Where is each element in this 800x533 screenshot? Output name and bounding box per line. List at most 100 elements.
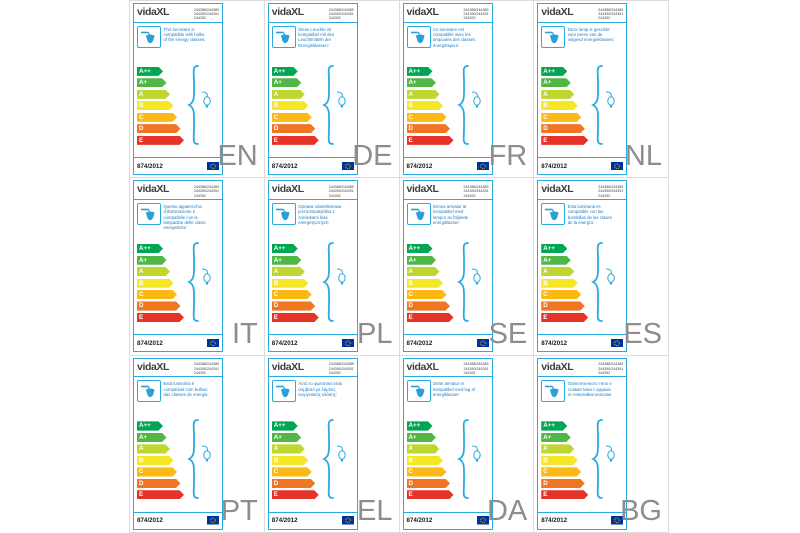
product-code-line: 244388/244389	[598, 7, 624, 12]
description-line: das classes de energia:	[163, 391, 209, 397]
product-code-line: 244390/244391	[328, 189, 354, 194]
energy-class-arrow-d: D	[407, 301, 451, 310]
energy-label: vidaXL 244388/244389 244390/244391 24439…	[402, 357, 493, 530]
language-code: IT	[231, 317, 258, 350]
description-line: voor peren van de	[567, 32, 603, 38]
energy-class-arrow-ap: A+	[541, 256, 571, 265]
description-text: Αυτό το φωτιστικό είναι συμβατό με λάμπε…	[298, 380, 342, 417]
language-code: NL	[624, 140, 662, 173]
energy-class-arrow-b: B	[407, 279, 444, 288]
product-codes: 244388/244389 244390/244391 244392	[598, 361, 624, 376]
energy-class-arrow-b: B	[407, 456, 444, 465]
description-text: Questo apparecchio d'illuminazione è com…	[164, 203, 206, 240]
eu-flag-icon	[341, 157, 354, 174]
energy-label: vidaXL 244388/244389 244390/244391 24439…	[537, 3, 628, 175]
energy-class-arrow-c: C	[541, 467, 581, 476]
language-code: DA	[486, 494, 528, 527]
label-footer: 874/2012	[538, 511, 627, 529]
energy-scale: A++ A+ A B C D E	[134, 240, 222, 334]
wall-lamp-icon	[271, 203, 296, 226]
label-footer: 874/2012	[403, 157, 492, 174]
language-cell: vidaXL 244388/244389 244390/244391 24439…	[399, 355, 535, 533]
language-cell: vidaXL 244388/244389 244390/244391 24439…	[264, 1, 400, 179]
curly-brace-icon	[321, 419, 336, 504]
product-code-line: 244390/244391	[328, 366, 354, 371]
product-code-line: 244392	[598, 16, 611, 21]
language-cell: vidaXL 244388/244389 244390/244391 24439…	[399, 178, 535, 356]
energy-class-arrow-a: A	[541, 267, 574, 276]
curly-brace-icon	[186, 64, 201, 150]
energy-class-arrow-ap: A+	[272, 78, 302, 87]
energy-class-arrow-ap: A+	[272, 256, 302, 265]
energy-class-arrow-c: C	[541, 290, 581, 299]
regulation-number: 874/2012	[541, 517, 568, 525]
product-code-line: 244392	[328, 193, 341, 198]
product-code-line: 244390/244391	[194, 189, 219, 194]
energy-class-arrow-d: D	[407, 124, 451, 133]
energy-class-arrow-ap: A+	[541, 78, 571, 87]
product-codes: 244388/244389 244390/244391 244392	[194, 6, 220, 21]
description-line: Energieklassen:	[298, 42, 329, 48]
description-row: Questo apparecchio d'illuminazione è com…	[134, 200, 222, 240]
description-line: Осветителното тяло е	[567, 381, 612, 387]
energy-class-arrow-c: C	[272, 467, 312, 476]
energy-class-arrow-b: B	[541, 279, 578, 288]
description-line: jest kompatybilna z	[298, 209, 335, 215]
description-line: Deze lamp is geschikt	[567, 26, 610, 32]
regulation-number: 874/2012	[137, 162, 163, 170]
vidaxl-logo: vidaXL	[137, 360, 170, 373]
language-cell: vidaXL 244388/244389 244390/244391 24439…	[130, 355, 265, 533]
description-line: συμβατό με λάμπες	[298, 386, 336, 392]
energy-scale: A++ A+ A B C D E	[269, 240, 357, 334]
energy-class-arrow-d: D	[272, 301, 316, 310]
product-code-line: 244388/244389	[463, 184, 489, 189]
product-code-line: 244388/244389	[598, 184, 624, 189]
description-row: Ce luminaire est compatible avec les amp…	[404, 23, 492, 63]
product-code-line: 244392	[194, 370, 207, 375]
description-text: Осветителното тяло е съвместимо с крушки…	[568, 380, 613, 417]
eu-flag-icon	[476, 512, 489, 529]
energy-arrows: A++ A+ A B C D E	[272, 67, 357, 145]
product-code-line: 244388/244389	[463, 7, 489, 12]
description-line: съвместимо с крушки	[567, 386, 611, 392]
wall-lamp-icon	[137, 25, 161, 48]
pendant-lamp-icon	[604, 91, 617, 115]
eu-flag-icon	[611, 512, 624, 529]
vidaxl-logo: vidaXL	[541, 360, 574, 373]
language-code: SE	[488, 317, 528, 350]
description-line: Dette armatur er	[433, 381, 465, 387]
label-footer: 874/2012	[268, 157, 357, 174]
energy-class-arrow-e: E	[272, 313, 319, 322]
wall-lamp-icon	[137, 203, 161, 226]
label-header: vidaXL 244388/244389 244390/244391 24439…	[134, 359, 222, 378]
vidaxl-logo: vidaXL	[541, 6, 574, 18]
product-code-line: 244388/244389	[463, 362, 489, 367]
description-line: ampoules des classes	[433, 37, 476, 43]
pendant-lamp-icon	[200, 268, 213, 292]
energy-arrows: A++ A+ A B C D E	[137, 244, 222, 322]
description-line: kompatibel med	[433, 209, 464, 215]
energy-class-arrow-e: E	[137, 490, 184, 499]
product-codes: 244388/244389 244390/244391 244392	[464, 6, 490, 21]
description-text: Esta luminaria es compatible con las bom…	[568, 203, 612, 240]
regulation-number: 874/2012	[541, 162, 568, 170]
energy-label: vidaXL 244388/244389 244390/244391 24439…	[537, 180, 628, 353]
energy-class-arrow-d: D	[541, 124, 585, 133]
language-cell: vidaXL 244388/244389 244390/244391 24439…	[130, 178, 265, 356]
energy-arrows: A++ A+ A B C D E	[541, 244, 626, 322]
description-text: Diese Leuchte ist kompatibel mit den Leu…	[298, 26, 334, 63]
energy-class-arrow-a: A	[137, 444, 170, 453]
description-text: Deze lamp is geschikt voor peren van de …	[568, 26, 614, 63]
curly-brace-icon	[591, 64, 605, 150]
energy-class-arrow-app: A++	[541, 244, 567, 253]
description-line: Diese Leuchte ist	[298, 26, 332, 32]
energy-class-arrow-c: C	[407, 290, 447, 299]
language-code: ES	[623, 317, 662, 350]
energy-class-arrow-e: E	[272, 490, 319, 499]
product-code-line: 244392	[463, 193, 476, 198]
regulation-number: 874/2012	[137, 517, 163, 525]
product-codes: 244388/244389 244390/244391 244392	[329, 6, 355, 21]
description-line: от енергийни класове:	[567, 391, 613, 397]
energy-label: vidaXL 244388/244389 244390/244391 24439…	[133, 357, 223, 530]
energy-class-arrow-app: A++	[137, 244, 163, 253]
